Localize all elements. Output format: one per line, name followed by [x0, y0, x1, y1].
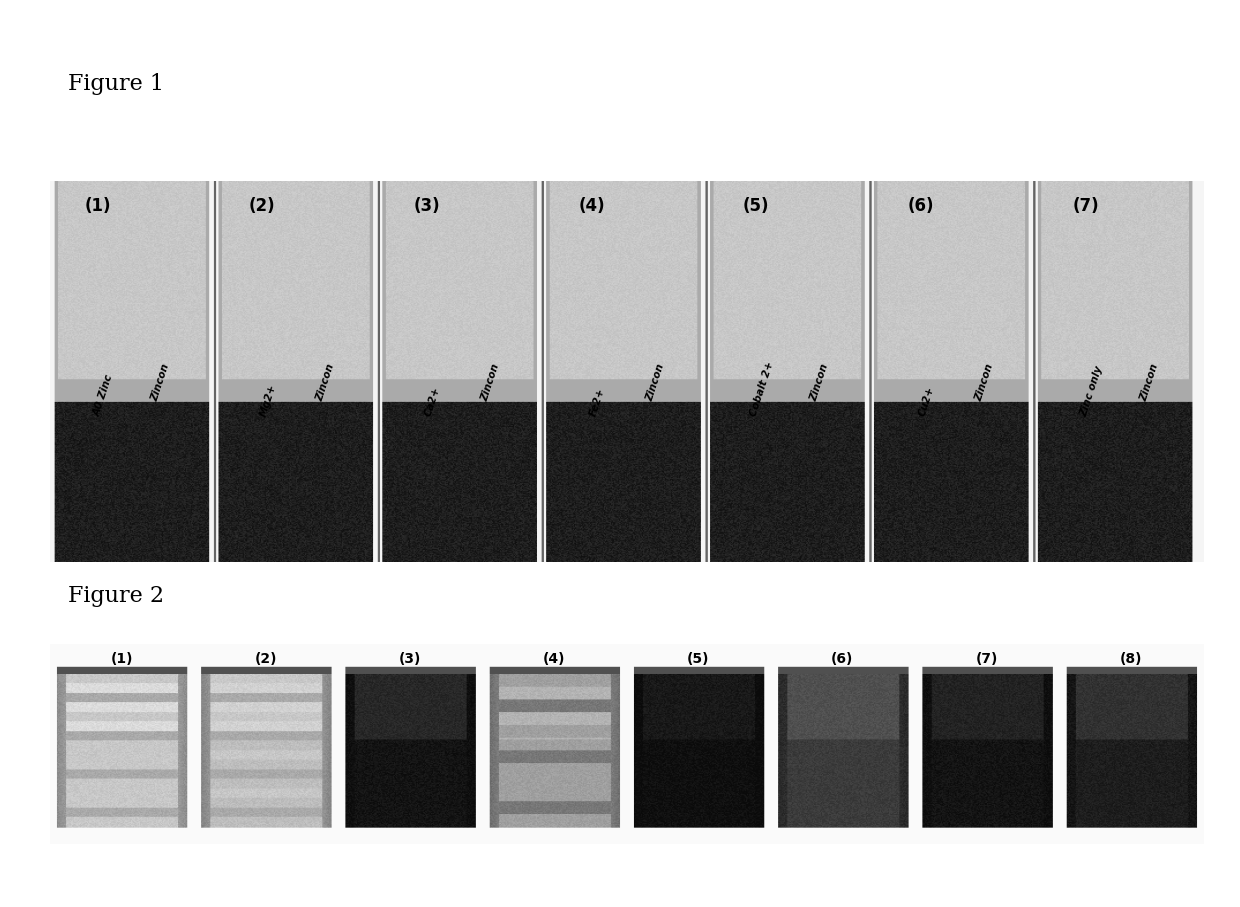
Text: (6): (6) — [908, 197, 934, 215]
Text: Zincon: Zincon — [315, 362, 336, 403]
Text: Ca2+: Ca2+ — [423, 385, 443, 417]
Text: (5): (5) — [687, 652, 709, 666]
Text: (7): (7) — [1073, 197, 1099, 215]
Text: (1): (1) — [110, 652, 133, 666]
Text: (5): (5) — [743, 197, 770, 215]
Text: Zinc only: Zinc only — [1079, 365, 1105, 417]
Text: (6): (6) — [831, 652, 853, 666]
Text: (8): (8) — [1120, 652, 1142, 666]
Text: (3): (3) — [414, 197, 440, 215]
Text: Zincon: Zincon — [480, 362, 501, 403]
Text: Zincon: Zincon — [973, 362, 996, 403]
Text: Figure 2: Figure 2 — [68, 585, 164, 607]
Text: Zincon: Zincon — [150, 362, 171, 403]
Text: A0 Zinc: A0 Zinc — [92, 374, 114, 417]
Text: (4): (4) — [543, 652, 565, 666]
Text: Mg2+: Mg2+ — [258, 383, 278, 417]
Text: Figure 1: Figure 1 — [68, 73, 164, 94]
Text: Fe2+: Fe2+ — [588, 386, 606, 417]
Text: Cu2+: Cu2+ — [918, 385, 936, 417]
Text: (2): (2) — [254, 652, 277, 666]
Text: (2): (2) — [249, 197, 275, 215]
Text: (1): (1) — [84, 197, 110, 215]
Text: (7): (7) — [976, 652, 998, 666]
Text: Zincon: Zincon — [645, 362, 666, 403]
Text: Cobalt 2+: Cobalt 2+ — [749, 360, 776, 417]
Text: Zincon: Zincon — [1138, 362, 1161, 403]
Text: Zincon: Zincon — [808, 362, 831, 403]
Text: (4): (4) — [578, 197, 605, 215]
Text: (3): (3) — [399, 652, 422, 666]
